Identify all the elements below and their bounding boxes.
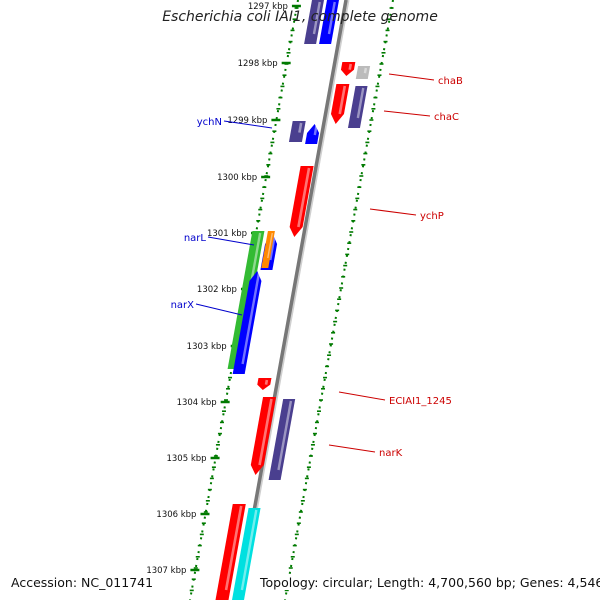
- kbp-label: 1307 kbp: [146, 566, 186, 576]
- gene-leader-right: [338, 391, 386, 401]
- gene-label-right[interactable]: ychP: [420, 211, 444, 222]
- gene-top-navy-shape: [304, 0, 324, 44]
- gene-ECIAI1-1245[interactable]: [257, 378, 272, 390]
- gene-label-left[interactable]: ychN: [197, 117, 222, 128]
- gene-leader-left: [207, 236, 255, 246]
- gene-ECIAI1-1245-highlight: [264, 379, 269, 385]
- gene-bottom-red[interactable]: [215, 504, 246, 600]
- gene-top-navy-highlight: [312, 1, 321, 35]
- kbp-label: 1306 kbp: [156, 510, 196, 520]
- kbp-label: 1304 kbp: [177, 398, 217, 408]
- gene-chaC-navy[interactable]: [347, 86, 368, 128]
- kbp-label: 1297 kbp: [248, 2, 288, 12]
- gene-leader-right: [383, 110, 431, 117]
- gene-chaC-red[interactable]: [330, 84, 350, 124]
- gene-ychN[interactable]: [288, 121, 306, 142]
- gene-leader-left: [195, 303, 243, 316]
- gene-ychN-highlight: [298, 122, 303, 133]
- gene-grey-small-highlight: [363, 67, 368, 74]
- gene-ychP[interactable]: [289, 166, 314, 237]
- gene-small-blue-shape: [305, 124, 320, 144]
- accession-text: Accession: NC_011741: [9, 575, 156, 590]
- gene-orange[interactable]: [261, 231, 275, 268]
- gene-bottom-cyan-highlight: [240, 509, 258, 591]
- gene-chaC-red-shape: [330, 84, 350, 124]
- gene-narX-blue[interactable]: [232, 271, 262, 374]
- gene-red-small-shape: [340, 62, 356, 76]
- gene-grey-small-shape: [355, 66, 371, 79]
- gene-narK-red-shape: [250, 397, 277, 475]
- kbp-label: 1299 kbp: [227, 116, 267, 126]
- gene-narK-navy[interactable]: [268, 399, 296, 480]
- kbp-label: 1302 kbp: [197, 285, 237, 295]
- gene-leader-left: [223, 120, 273, 129]
- gene-bottom-red-highlight: [224, 505, 243, 591]
- kbp-label: 1303 kbp: [187, 342, 227, 352]
- genome-backbone: [236, 0, 348, 600]
- gene-label-right[interactable]: chaB: [438, 76, 463, 87]
- gene-label-right[interactable]: narK: [379, 448, 403, 459]
- kbp-label: 1300 kbp: [217, 173, 257, 183]
- gene-narK-navy-highlight: [277, 400, 293, 471]
- gene-narL-highlight: [269, 235, 276, 261]
- genome-summary-text: Topology: circular; Length: 4,700,560 bp…: [258, 575, 600, 590]
- gene-narK-navy-shape: [268, 399, 296, 480]
- gene-chaC-red-highlight: [338, 85, 347, 115]
- gene-bottom-red-shape: [215, 504, 246, 600]
- kbp-label: 1301 kbp: [207, 229, 247, 239]
- kbp-label: 1305 kbp: [166, 454, 206, 464]
- gene-narK-red-highlight: [258, 398, 273, 466]
- gene-red-small-highlight: [348, 63, 353, 70]
- kbp-label: 1298 kbp: [238, 59, 278, 69]
- gene-chaC-navy-shape: [347, 86, 368, 128]
- gene-leader-right: [328, 444, 376, 453]
- gene-bottom-cyan[interactable]: [232, 508, 261, 600]
- gene-narX-blue-shape: [232, 271, 262, 374]
- gene-label-right[interactable]: ECIAI1_1245: [389, 396, 452, 407]
- gene-small-blue-highlight: [313, 125, 318, 136]
- backbone-shadow: [238, 0, 350, 600]
- gene-top-navy[interactable]: [304, 0, 324, 44]
- gene-narK-red[interactable]: [250, 397, 277, 475]
- gene-grey-small[interactable]: [355, 66, 371, 79]
- gene-top-blue-shape: [319, 0, 339, 44]
- gene-top-blue[interactable]: [319, 0, 339, 44]
- gene-leader-right: [388, 73, 435, 81]
- gene-label-left[interactable]: narX: [171, 300, 195, 311]
- gene-label-right[interactable]: chaC: [434, 112, 459, 123]
- gene-ECIAI1-1245-shape: [257, 378, 272, 390]
- gene-ychP-highlight: [297, 167, 311, 228]
- gene-leader-right: [369, 208, 417, 216]
- gene-red-small[interactable]: [340, 62, 356, 76]
- gene-top-blue-highlight: [327, 1, 336, 35]
- gene-narX-blue-highlight: [241, 272, 261, 365]
- gene-orange-shape: [261, 231, 275, 268]
- gene-chaC-navy-highlight: [356, 87, 365, 119]
- gene-ychP-shape: [289, 166, 314, 237]
- map-title: Escherichia coli IAI1, complete genome: [162, 9, 438, 25]
- gene-ychN-shape: [288, 121, 306, 142]
- gene-label-left[interactable]: narL: [184, 233, 207, 244]
- gene-orange-highlight: [267, 232, 273, 259]
- gene-bottom-cyan-shape: [232, 508, 261, 600]
- gene-small-blue[interactable]: [305, 124, 320, 144]
